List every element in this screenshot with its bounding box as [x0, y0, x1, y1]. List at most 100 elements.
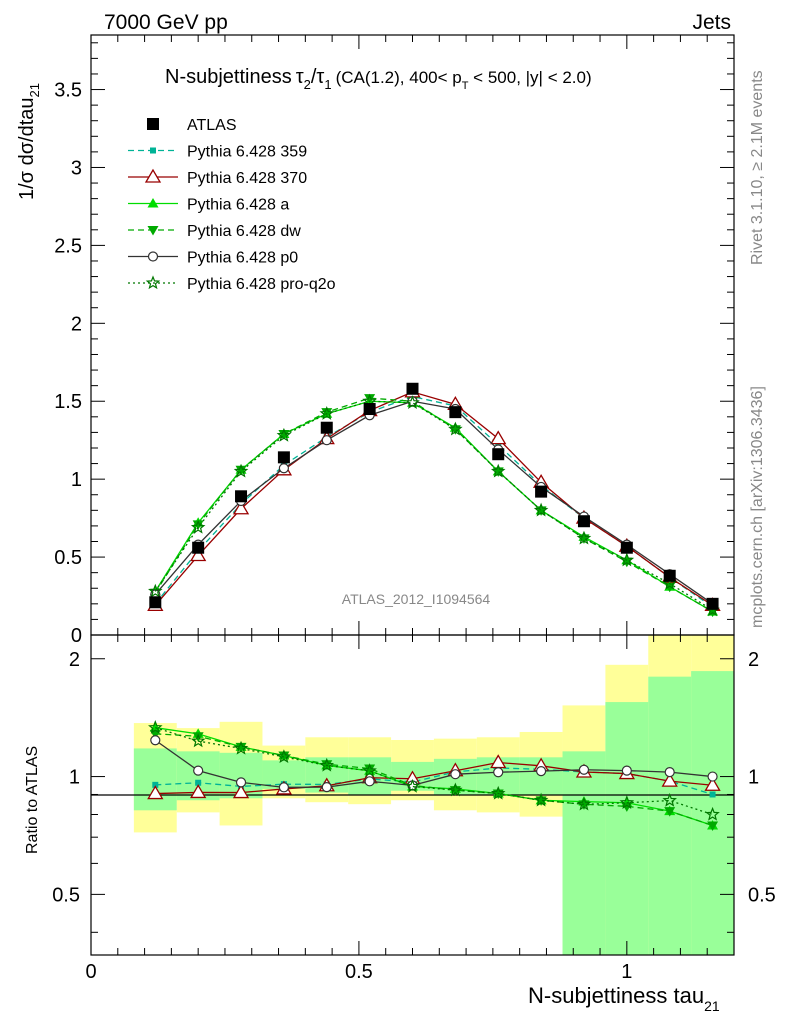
- series-point-ratio-5: [276, 749, 292, 764]
- series-point-ratio-5: [148, 720, 163, 734]
- marker-shape: [535, 766, 547, 777]
- x-tick-label: 1: [621, 961, 632, 983]
- y-tick-label-ratio-right: 2: [748, 649, 759, 671]
- y-axis-label-main: 1/σ dσ/dtau21: [16, 83, 42, 200]
- marker-shape: [490, 785, 506, 800]
- series-point-ratio-3: [664, 807, 676, 817]
- marker-shape: [533, 502, 549, 517]
- series-point-ratio-5: [448, 782, 463, 797]
- band-inner-10: [562, 751, 606, 955]
- series-line-ratio-4: [154, 739, 713, 788]
- series-point-main-1: [490, 430, 507, 445]
- series-point-ratio-5: [619, 795, 635, 809]
- data-point: [663, 569, 676, 582]
- marker-shape: [233, 463, 249, 478]
- y-tick-label-main: 2: [71, 313, 82, 335]
- marker-shape: [276, 427, 292, 442]
- series-point-ratio-4: [193, 765, 204, 776]
- marker-shape: [450, 769, 461, 780]
- marker-shape: [321, 408, 333, 418]
- series-point-main-5: [448, 421, 463, 436]
- marker-shape: [406, 382, 419, 395]
- marker-shape: [576, 796, 592, 811]
- x-axis-label: N-subjettiness tau21: [528, 983, 720, 1014]
- marker-shape: [144, 168, 162, 183]
- series-point-main-3: [321, 408, 333, 418]
- marker-shape: [149, 596, 162, 609]
- energy-label: 7000 GeV pp: [104, 11, 228, 34]
- data-point: [149, 596, 162, 609]
- marker-shape: [193, 765, 204, 776]
- series-point-main-5: [405, 395, 420, 409]
- marker-shape: [190, 733, 206, 748]
- marker-shape: [232, 500, 250, 515]
- series-line-main-2: [154, 400, 713, 613]
- main-series: [147, 382, 721, 618]
- band-inner-13: [691, 671, 734, 955]
- marker-shape: [706, 597, 719, 610]
- legend-marker: [147, 251, 159, 262]
- series-line-main-5: [154, 400, 713, 611]
- y-tick-label-main: 1: [71, 469, 82, 491]
- marker-shape: [319, 406, 335, 420]
- marker-shape: [321, 782, 332, 793]
- marker-shape: [192, 541, 205, 554]
- y-tick-label-main: 1.5: [54, 391, 82, 413]
- series-point-ratio-1: [190, 784, 207, 799]
- series-point-ratio-1: [704, 776, 721, 791]
- x-tick-label: 0.5: [345, 961, 373, 983]
- analysis-label: ATLAS_2012_I1094564: [342, 591, 491, 607]
- marker-shape: [578, 764, 590, 775]
- marker-shape: [362, 763, 377, 777]
- legend-marker: [144, 168, 162, 183]
- marker-shape: [490, 430, 507, 445]
- marker-shape: [235, 465, 247, 476]
- marker-shape: [364, 776, 375, 787]
- y-tick-label-ratio-right: 1: [748, 767, 759, 789]
- series-line-ratio-5: [155, 727, 713, 816]
- data-point: [406, 382, 419, 395]
- y-tick-label-main: 3.5: [54, 80, 82, 102]
- data-point: [192, 541, 205, 554]
- marker-shape: [364, 394, 376, 404]
- marker-shape: [664, 767, 675, 778]
- marker-shape: [576, 530, 592, 545]
- series-point-ratio-4: [493, 767, 504, 778]
- legend-marker: [147, 198, 159, 208]
- marker-shape: [235, 742, 247, 753]
- legend-label: Pythia 6.428 p0: [187, 250, 298, 267]
- marker-shape: [535, 485, 548, 498]
- legend-marker: [147, 226, 159, 236]
- series-point-ratio-4: [664, 767, 675, 778]
- legend-entry-4: Pythia 6.428 dw: [128, 223, 301, 240]
- series-point-ratio-5: [533, 792, 549, 807]
- y-tick-label-ratio: 2: [69, 649, 80, 671]
- y-tick-label-main: 2.5: [54, 235, 82, 257]
- y-tick-label-ratio-right: 0.5: [748, 884, 776, 906]
- marker-shape: [705, 806, 720, 821]
- legend-marker: [145, 275, 161, 290]
- marker-shape: [620, 541, 633, 554]
- marker-shape: [278, 463, 289, 474]
- series-point-ratio-5: [705, 806, 720, 821]
- series-point-ratio-5: [405, 778, 420, 793]
- series-point-ratio-0: [195, 779, 202, 786]
- legend-marker: [147, 118, 159, 130]
- mcplots-label: mcplots.cern.ch [arXiv:1306.3436]: [749, 386, 766, 628]
- series-point-main-4: [278, 463, 289, 474]
- marker-shape: [148, 583, 163, 598]
- series-line-main-1: [154, 391, 713, 606]
- series-point-ratio-4: [621, 765, 632, 776]
- marker-shape: [150, 147, 156, 154]
- legend-entry-6: Pythia 6.428 pro-q2o: [128, 275, 336, 293]
- series-point-main-5: [490, 463, 506, 478]
- legend-entry-3: Pythia 6.428 a: [128, 197, 289, 214]
- axis-tick-labels: 00.511.522.533.50.5 0.51 12 20 0.5 1: [52, 80, 776, 983]
- marker-shape: [147, 198, 159, 208]
- series-point-ratio-5: [576, 796, 592, 811]
- marker-shape: [320, 421, 333, 434]
- series-point-main-5: [148, 583, 163, 598]
- data-point: [706, 597, 719, 610]
- series-point-main-5: [319, 406, 335, 420]
